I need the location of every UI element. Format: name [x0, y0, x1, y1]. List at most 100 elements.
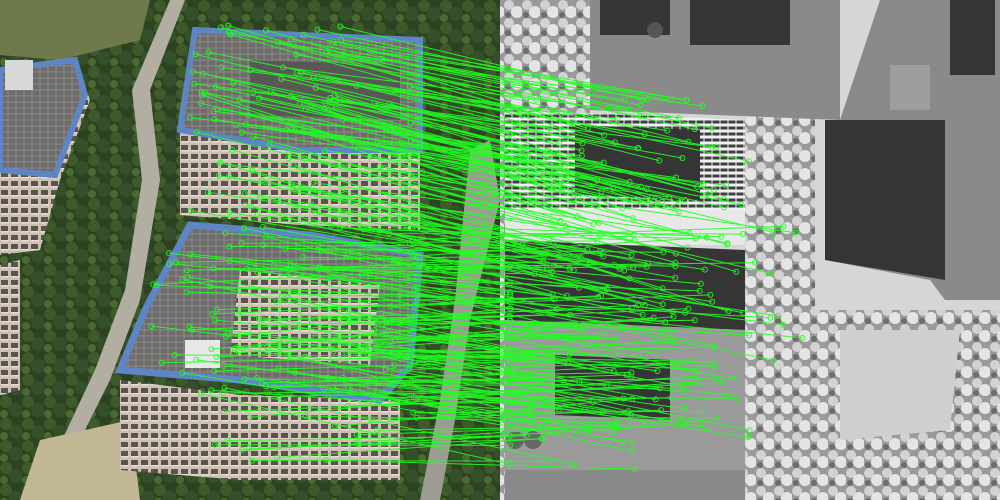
keypoint-marker	[193, 356, 200, 363]
keypoint-marker	[539, 435, 546, 442]
match-line	[229, 211, 570, 269]
keypoint-marker	[220, 408, 227, 415]
match-line	[395, 356, 692, 362]
keypoint-marker	[652, 396, 659, 403]
keypoint-marker	[396, 292, 403, 299]
match-line	[242, 434, 527, 451]
keypoint-marker	[411, 222, 418, 229]
keypoint-marker	[338, 36, 345, 43]
keypoint-marker	[612, 421, 619, 428]
keypoint-marker	[636, 113, 643, 120]
match-line	[296, 72, 668, 132]
match-line	[335, 99, 712, 148]
keypoint-marker	[208, 387, 215, 394]
match-line	[228, 175, 581, 259]
match-line	[229, 260, 511, 310]
keypoint-marker	[546, 458, 553, 465]
keypoint-marker	[226, 243, 233, 250]
keypoint-marker	[192, 51, 199, 58]
keypoint-marker	[523, 432, 530, 439]
keypoint-marker	[276, 393, 282, 400]
keypoint-marker	[365, 351, 372, 358]
match-line	[244, 378, 607, 386]
keypoint-marker	[532, 375, 539, 382]
keypoint-marker	[668, 394, 675, 401]
keypoint-marker	[540, 258, 547, 265]
keypoint-marker	[308, 332, 315, 339]
keypoint-marker	[411, 359, 418, 366]
match-line	[228, 25, 605, 136]
keypoint-marker	[239, 129, 246, 136]
keypoint-marker	[274, 454, 281, 461]
match-line	[253, 91, 583, 144]
keypoint-marker	[720, 204, 727, 211]
match-line	[257, 252, 603, 273]
keypoint-marker	[403, 222, 410, 229]
keypoint-marker	[676, 199, 683, 206]
keypoint-marker	[223, 333, 229, 340]
keypoint-marker	[207, 283, 214, 290]
keypoint-marker	[226, 209, 233, 216]
keypoint-marker	[249, 167, 256, 174]
keypoint-marker	[709, 298, 716, 305]
keypoint-marker	[669, 204, 676, 211]
match-line	[243, 227, 553, 296]
keypoint-marker	[258, 177, 265, 184]
keypoint-marker	[189, 326, 195, 333]
keypoint-marker	[692, 235, 699, 242]
keypoint-marker	[210, 108, 217, 115]
match-line	[362, 273, 716, 347]
keypoint-marker	[584, 125, 591, 132]
keypoint-marker	[320, 386, 327, 393]
keypoint-marker	[406, 83, 413, 90]
keypoint-marker	[412, 394, 419, 401]
match-line	[216, 338, 511, 358]
match-line	[380, 58, 713, 129]
keypoint-marker	[258, 379, 265, 386]
match-line	[377, 141, 727, 186]
keypoint-marker	[700, 181, 707, 188]
match-line	[414, 338, 673, 364]
keypoint-marker	[666, 97, 673, 103]
match-line	[196, 359, 560, 410]
keypoint-marker	[654, 201, 661, 207]
keypoint-marker	[519, 241, 525, 248]
keypoint-marker	[628, 369, 635, 376]
match-line	[225, 232, 590, 263]
keypoint-marker	[153, 282, 160, 289]
match-line	[182, 372, 552, 434]
match-line	[364, 345, 656, 400]
match-line	[379, 380, 749, 438]
match-line	[261, 179, 604, 257]
keypoint-marker	[557, 217, 564, 224]
keypoint-marker	[293, 69, 300, 76]
keypoint-marker	[208, 346, 215, 353]
match-line	[211, 389, 531, 412]
keypoint-marker	[610, 429, 617, 436]
keypoint-marker	[711, 344, 718, 351]
keypoint-marker	[679, 155, 686, 161]
keypoint-marker	[209, 311, 216, 318]
keypoint-marker	[235, 311, 242, 318]
keypoint-marker	[285, 155, 292, 162]
keypoint-marker	[547, 351, 554, 358]
match-line	[412, 225, 784, 240]
keypoint-marker	[148, 323, 155, 330]
match-line	[193, 71, 511, 135]
keypoint-marker	[260, 242, 267, 249]
match-line	[344, 54, 696, 130]
keypoint-marker	[730, 376, 737, 382]
keypoint-marker	[225, 22, 232, 29]
keypoint-marker	[150, 281, 157, 288]
keypoint-marker	[627, 422, 633, 429]
keypoint-marker	[628, 448, 635, 455]
match-line	[196, 131, 561, 222]
keypoint-marker	[694, 366, 701, 373]
keypoint-marker	[191, 80, 198, 87]
keypoint-marker	[224, 437, 231, 444]
keypoint-marker	[752, 259, 758, 266]
match-line	[356, 85, 660, 162]
keypoint-marker	[745, 434, 752, 441]
keypoint-marker	[679, 388, 686, 395]
match-line	[168, 252, 511, 293]
